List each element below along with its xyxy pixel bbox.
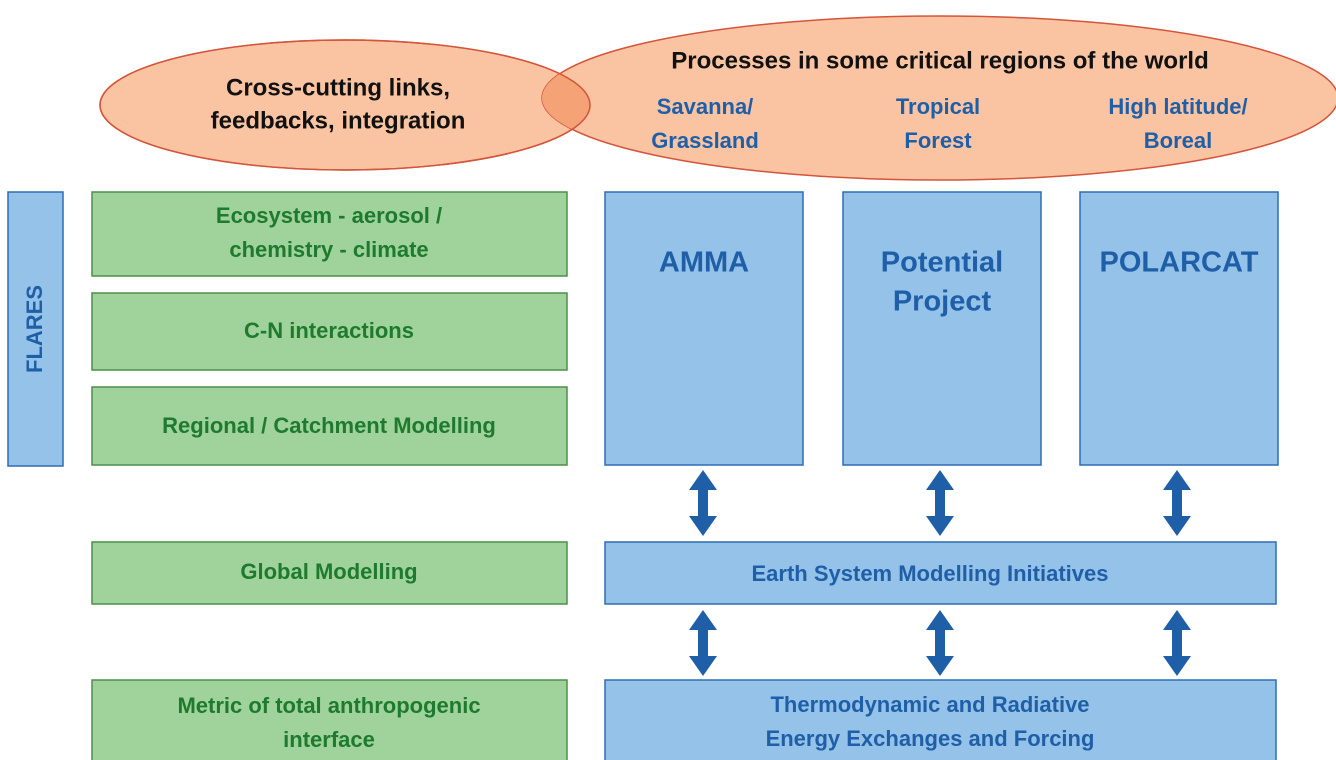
theme-box bbox=[91, 679, 568, 760]
region-label: Boreal bbox=[1144, 128, 1212, 153]
region-label: Grassland bbox=[651, 128, 759, 153]
theme-label: Regional / Catchment Modelling bbox=[162, 413, 496, 438]
region-label: Savanna/ bbox=[657, 94, 754, 119]
theme-label: Metric of total anthropogenic bbox=[177, 693, 480, 718]
cross-cutting-text: feedbacks, integration bbox=[211, 107, 466, 134]
theme-box bbox=[91, 386, 568, 466]
region-label: Tropical bbox=[896, 94, 980, 119]
double-arrow bbox=[926, 470, 954, 536]
project-label: Potential bbox=[881, 247, 1003, 279]
double-arrow bbox=[1163, 610, 1191, 676]
double-arrow bbox=[689, 470, 717, 536]
double-arrow bbox=[1163, 470, 1191, 536]
double-arrow bbox=[689, 610, 717, 676]
theme-box bbox=[91, 191, 568, 277]
theme-box bbox=[91, 541, 568, 605]
processes-title: Processes in some critical regions of th… bbox=[671, 47, 1209, 74]
theme-label: C-N interactions bbox=[244, 318, 414, 343]
theme-label: Global Modelling bbox=[240, 559, 417, 584]
project-label: Project bbox=[893, 286, 992, 318]
earth-system-label: Earth System Modelling Initiatives bbox=[752, 561, 1109, 586]
cross-cutting-outline bbox=[99, 39, 591, 171]
project-box bbox=[604, 191, 804, 466]
project-box bbox=[842, 191, 1042, 466]
theme-label: chemistry - climate bbox=[229, 237, 428, 262]
region-label: High latitude/ bbox=[1108, 94, 1247, 119]
project-label: AMMA bbox=[659, 247, 749, 279]
theme-label: interface bbox=[283, 727, 375, 752]
earth-system-box bbox=[604, 541, 1277, 605]
theme-label: Ecosystem - aerosol / bbox=[216, 203, 442, 228]
flares-label: FLARES bbox=[22, 285, 47, 373]
flares-bar bbox=[7, 191, 64, 467]
double-arrow bbox=[926, 610, 954, 676]
region-label: Forest bbox=[904, 128, 972, 153]
exchanges-label: Energy Exchanges and Forcing bbox=[766, 726, 1095, 751]
exchanges-label: Thermodynamic and Radiative bbox=[770, 692, 1089, 717]
cross-cutting-text: Cross-cutting links, bbox=[226, 74, 450, 101]
exchanges-box bbox=[604, 679, 1277, 760]
project-box bbox=[1079, 191, 1279, 466]
theme-box bbox=[91, 292, 568, 371]
cross-cutting-ellipse bbox=[99, 39, 591, 171]
project-label: POLARCAT bbox=[1100, 247, 1259, 279]
